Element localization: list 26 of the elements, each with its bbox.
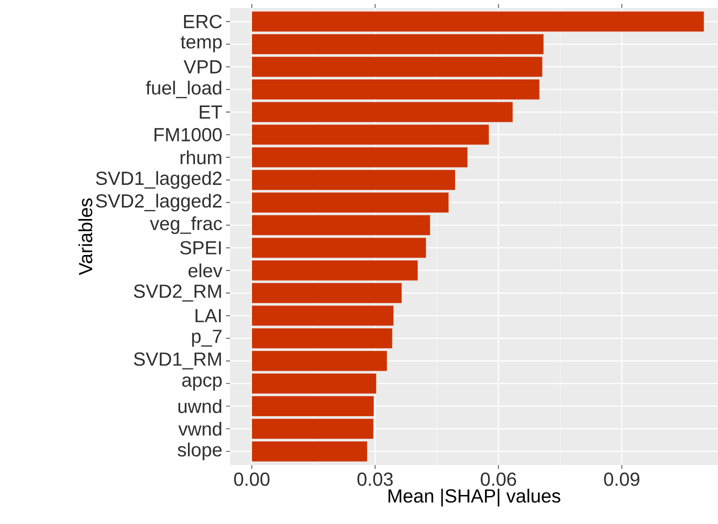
y-tick-label: slope (178, 442, 222, 460)
y-tick-label: fuel_load (146, 80, 222, 98)
x-tick-label: 0.09 (604, 472, 640, 486)
y-axis-title: Variables (78, 198, 92, 276)
y-tick-label: ERC (184, 14, 222, 28)
y-tick-label: SVD1_lagged2 (96, 171, 222, 189)
x-tick-label: 0.06 (480, 472, 516, 486)
y-tick-label: ET (200, 106, 222, 119)
y-tick-label: veg_frac (150, 216, 222, 234)
y-tick-label: LAI (196, 309, 221, 322)
x-tick-label: 0.00 (234, 472, 270, 486)
y-tick-label: apcp (182, 376, 222, 391)
y-tick-label: uwnd (178, 399, 222, 414)
y-tick-label: SPEI (180, 241, 221, 254)
y-tick-label: SVD2_RM (134, 284, 221, 302)
y-tick-label: rhum (180, 150, 222, 164)
y-tick-label: SVD2_lagged2 (96, 194, 222, 212)
y-tick-label: vwnd (178, 422, 222, 436)
y-tick-label: temp (180, 36, 222, 52)
x-axis-title: Mean |SHAP| values (388, 488, 560, 506)
y-tick-label: VPD (184, 60, 222, 74)
y-tick-label: elev (188, 263, 222, 278)
y-tick-label: p_7 (192, 330, 222, 347)
x-tick-label: 0.03 (357, 472, 393, 486)
y-tick-label: FM1000 (154, 128, 222, 142)
y-tick-label: SVD1_RM (134, 352, 221, 370)
